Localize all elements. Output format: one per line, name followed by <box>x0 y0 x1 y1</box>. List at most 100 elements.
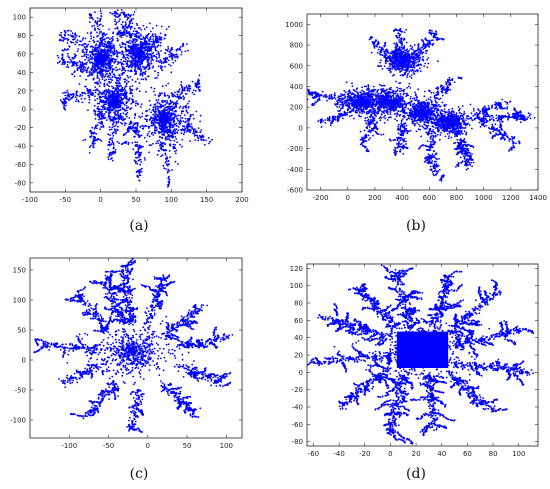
data-point <box>205 139 207 142</box>
data-point <box>171 107 174 110</box>
data-point <box>149 22 151 25</box>
data-point <box>138 37 141 39</box>
data-point <box>157 52 160 54</box>
data-point <box>109 38 111 41</box>
y-tick-label: 0 <box>22 106 26 114</box>
data-point <box>116 63 119 65</box>
data-point <box>95 124 98 127</box>
data-point <box>141 112 144 115</box>
data-point <box>101 78 104 80</box>
data-point <box>136 87 139 90</box>
data-point <box>181 51 183 53</box>
data-point <box>110 119 113 122</box>
data-point <box>179 122 182 125</box>
data-point <box>166 100 169 102</box>
data-point <box>150 54 153 57</box>
data-point <box>99 10 102 13</box>
data-point <box>137 52 140 55</box>
data-point <box>134 41 136 44</box>
data-point <box>66 37 68 40</box>
data-point <box>151 117 154 120</box>
data-point <box>161 92 163 95</box>
data-point <box>130 40 133 43</box>
data-point <box>177 163 179 165</box>
data-point <box>107 78 110 81</box>
data-point <box>171 93 174 95</box>
data-point <box>60 31 63 34</box>
data-point <box>101 34 104 37</box>
data-point <box>92 18 94 21</box>
data-point <box>176 90 179 93</box>
data-point <box>127 50 129 53</box>
data-point <box>395 90 398 93</box>
data-point <box>120 102 122 104</box>
data-point <box>175 110 177 113</box>
data-point <box>96 102 99 105</box>
data-point <box>67 60 69 63</box>
data-point <box>137 66 140 68</box>
data-point <box>117 97 119 99</box>
data-point <box>91 126 94 129</box>
data-point <box>126 101 129 103</box>
data-point <box>84 138 87 141</box>
data-point <box>187 106 190 108</box>
data-point <box>76 69 79 71</box>
data-point <box>164 58 167 60</box>
data-point <box>150 62 153 65</box>
data-point <box>367 118 370 121</box>
data-point <box>127 99 130 102</box>
data-point <box>98 110 100 113</box>
data-point <box>82 63 85 66</box>
data-point <box>389 113 392 116</box>
data-point <box>120 62 123 64</box>
data-point <box>175 50 178 52</box>
data-point <box>142 78 145 81</box>
data-point <box>164 129 167 132</box>
data-point <box>160 25 163 28</box>
data-point <box>162 115 164 118</box>
data-point <box>399 100 401 103</box>
data-point <box>120 121 122 124</box>
data-point <box>119 105 122 107</box>
data-point <box>171 169 174 171</box>
data-point <box>96 139 98 142</box>
data-point <box>171 53 174 56</box>
data-point <box>138 130 141 133</box>
data-point <box>154 129 157 132</box>
data-point <box>174 59 177 62</box>
data-point <box>158 102 161 105</box>
data-point <box>119 74 121 77</box>
data-point <box>139 33 142 35</box>
data-point <box>185 85 188 88</box>
data-point <box>140 34 143 37</box>
data-point <box>104 34 107 37</box>
data-point <box>406 76 408 78</box>
data-point <box>91 56 93 59</box>
data-point <box>169 156 171 159</box>
data-point <box>166 58 168 61</box>
data-point <box>82 55 85 57</box>
data-point <box>103 83 106 86</box>
data-point <box>139 41 142 44</box>
data-point <box>126 74 129 77</box>
data-point <box>189 131 191 134</box>
data-point <box>199 114 202 117</box>
data-point <box>137 156 140 159</box>
data-point <box>142 24 145 27</box>
data-point <box>126 60 129 62</box>
x-tick-label: 50 <box>132 196 141 204</box>
data-point <box>169 139 172 142</box>
data-point <box>109 65 112 68</box>
data-point <box>194 85 197 88</box>
data-point <box>114 52 117 54</box>
data-point <box>145 66 148 69</box>
data-point <box>109 49 112 52</box>
data-point <box>96 20 99 23</box>
data-point <box>72 41 74 44</box>
data-point <box>108 67 111 70</box>
data-point <box>118 92 121 95</box>
data-point <box>169 143 172 146</box>
data-point <box>174 123 177 126</box>
data-point <box>148 130 151 133</box>
y-tick-label: 100 <box>13 14 26 22</box>
